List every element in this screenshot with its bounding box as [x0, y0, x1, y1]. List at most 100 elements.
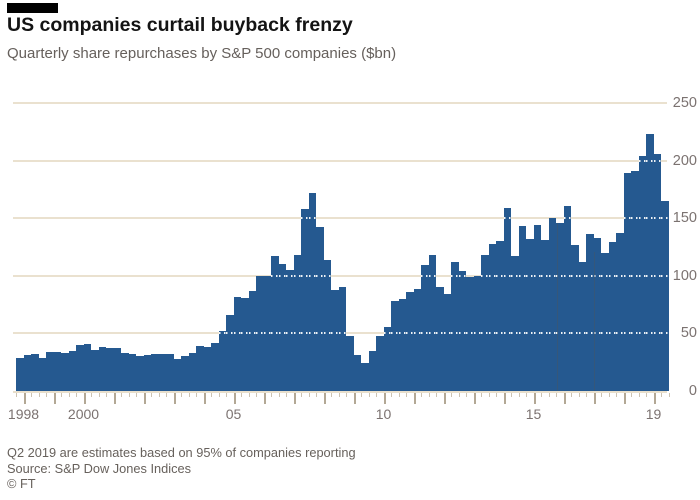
bar-dotted-gridline	[488, 332, 496, 335]
bar-dotted-gridline	[518, 274, 526, 277]
bar	[23, 355, 31, 391]
bar-dotted-gridline	[631, 217, 639, 220]
vertical-hairline	[594, 252, 595, 391]
bar-dotted-gridline	[293, 274, 301, 277]
x-axis-minor-tick	[331, 393, 332, 397]
x-axis-tick	[23, 393, 26, 404]
x-axis-tick	[113, 393, 116, 404]
bar-dotted-gridline	[436, 332, 444, 335]
bar-dotted-gridline	[458, 332, 466, 335]
bar	[233, 296, 241, 391]
bar-dotted-gridline	[653, 274, 661, 277]
bar-dotted-gridline	[631, 332, 639, 335]
x-axis-line	[13, 391, 667, 393]
bar-dotted-gridline	[511, 274, 519, 277]
gridline	[13, 217, 667, 220]
bar	[421, 265, 429, 391]
gridline	[13, 274, 667, 277]
bar-dotted-gridline	[323, 274, 331, 277]
x-axis-minor-tick	[61, 393, 62, 397]
x-axis-minor-tick	[316, 393, 317, 397]
bar	[496, 241, 504, 391]
x-axis-minor-tick	[248, 393, 250, 397]
bar-dotted-gridline	[661, 274, 669, 277]
bar	[331, 289, 339, 391]
bar-dotted-gridline	[586, 332, 594, 335]
bar-dotted-gridline	[308, 332, 316, 335]
x-axis-minor-tick	[518, 393, 520, 397]
bar-dotted-gridline	[331, 332, 339, 335]
bar	[563, 205, 571, 391]
bar	[53, 351, 61, 391]
bar-dotted-gridline	[241, 332, 249, 335]
bar	[121, 352, 129, 391]
x-axis-tick	[323, 393, 326, 404]
bar-dotted-gridline	[451, 274, 459, 277]
x-axis-minor-tick	[488, 393, 490, 397]
bar	[181, 356, 189, 391]
bar	[383, 326, 391, 391]
x-axis-minor-tick	[511, 393, 512, 397]
x-axis-minor-tick	[158, 393, 160, 397]
x-axis-minor-tick	[451, 393, 452, 397]
bar-dotted-gridline	[563, 217, 571, 220]
x-axis-minor-tick	[121, 393, 122, 397]
x-axis-minor-tick	[106, 393, 107, 397]
y-axis-label: 0	[688, 383, 697, 399]
bar-dotted-gridline	[646, 274, 654, 277]
bar	[113, 348, 121, 391]
bar	[271, 256, 279, 391]
bar-dotted-gridline	[653, 159, 661, 162]
bar	[286, 270, 294, 391]
bar-dotted-gridline	[226, 332, 234, 335]
x-axis-minor-tick	[376, 393, 377, 397]
x-axis-minor-tick	[338, 393, 340, 397]
x-axis-tick	[83, 393, 86, 404]
bar-dotted-gridline	[578, 274, 586, 277]
x-axis-minor-tick	[241, 393, 242, 397]
bar	[443, 294, 451, 391]
bar-dotted-gridline	[466, 332, 474, 335]
x-axis-tick	[563, 393, 566, 404]
bar	[428, 255, 436, 391]
bar-dotted-gridline	[338, 332, 346, 335]
x-axis-minor-tick	[436, 393, 437, 397]
x-axis-minor-tick	[638, 393, 640, 397]
x-axis-tick	[623, 393, 626, 404]
bar-dotted-gridline	[263, 332, 271, 335]
chart-title: US companies curtail buyback frenzy	[7, 14, 353, 36]
ft-credit: © FT	[7, 476, 36, 492]
x-axis-minor-tick	[421, 393, 422, 397]
x-axis-minor-tick	[646, 393, 647, 397]
bar-dotted-gridline	[646, 332, 654, 335]
bar-dotted-gridline	[631, 274, 639, 277]
x-axis-tick	[533, 393, 536, 404]
x-axis-minor-tick	[586, 393, 587, 397]
x-axis-minor-tick	[391, 393, 392, 397]
x-axis-minor-tick	[38, 393, 40, 397]
bar-dotted-gridline	[653, 217, 661, 220]
x-axis-tick	[53, 393, 56, 404]
bar-dotted-gridline	[256, 332, 264, 335]
bar-dotted-gridline	[593, 332, 601, 335]
bar	[241, 297, 249, 391]
bar-dotted-gridline	[511, 332, 519, 335]
bar	[361, 363, 369, 391]
y-axis-label: 50	[680, 325, 697, 342]
x-axis-minor-tick	[91, 393, 92, 397]
bar-dotted-gridline	[458, 274, 466, 277]
x-axis-tick	[263, 393, 266, 404]
x-axis-minor-tick	[166, 393, 167, 397]
bar	[368, 350, 376, 391]
bar	[76, 344, 84, 391]
bar	[436, 287, 444, 391]
x-axis-minor-tick	[608, 393, 610, 397]
bar	[571, 244, 579, 391]
bar-dotted-gridline	[646, 159, 654, 162]
bar	[451, 262, 459, 391]
bar	[308, 192, 316, 391]
bar-dotted-gridline	[323, 332, 331, 335]
x-axis-tick	[353, 393, 356, 404]
bar-dotted-gridline	[578, 332, 586, 335]
bar	[128, 354, 136, 391]
